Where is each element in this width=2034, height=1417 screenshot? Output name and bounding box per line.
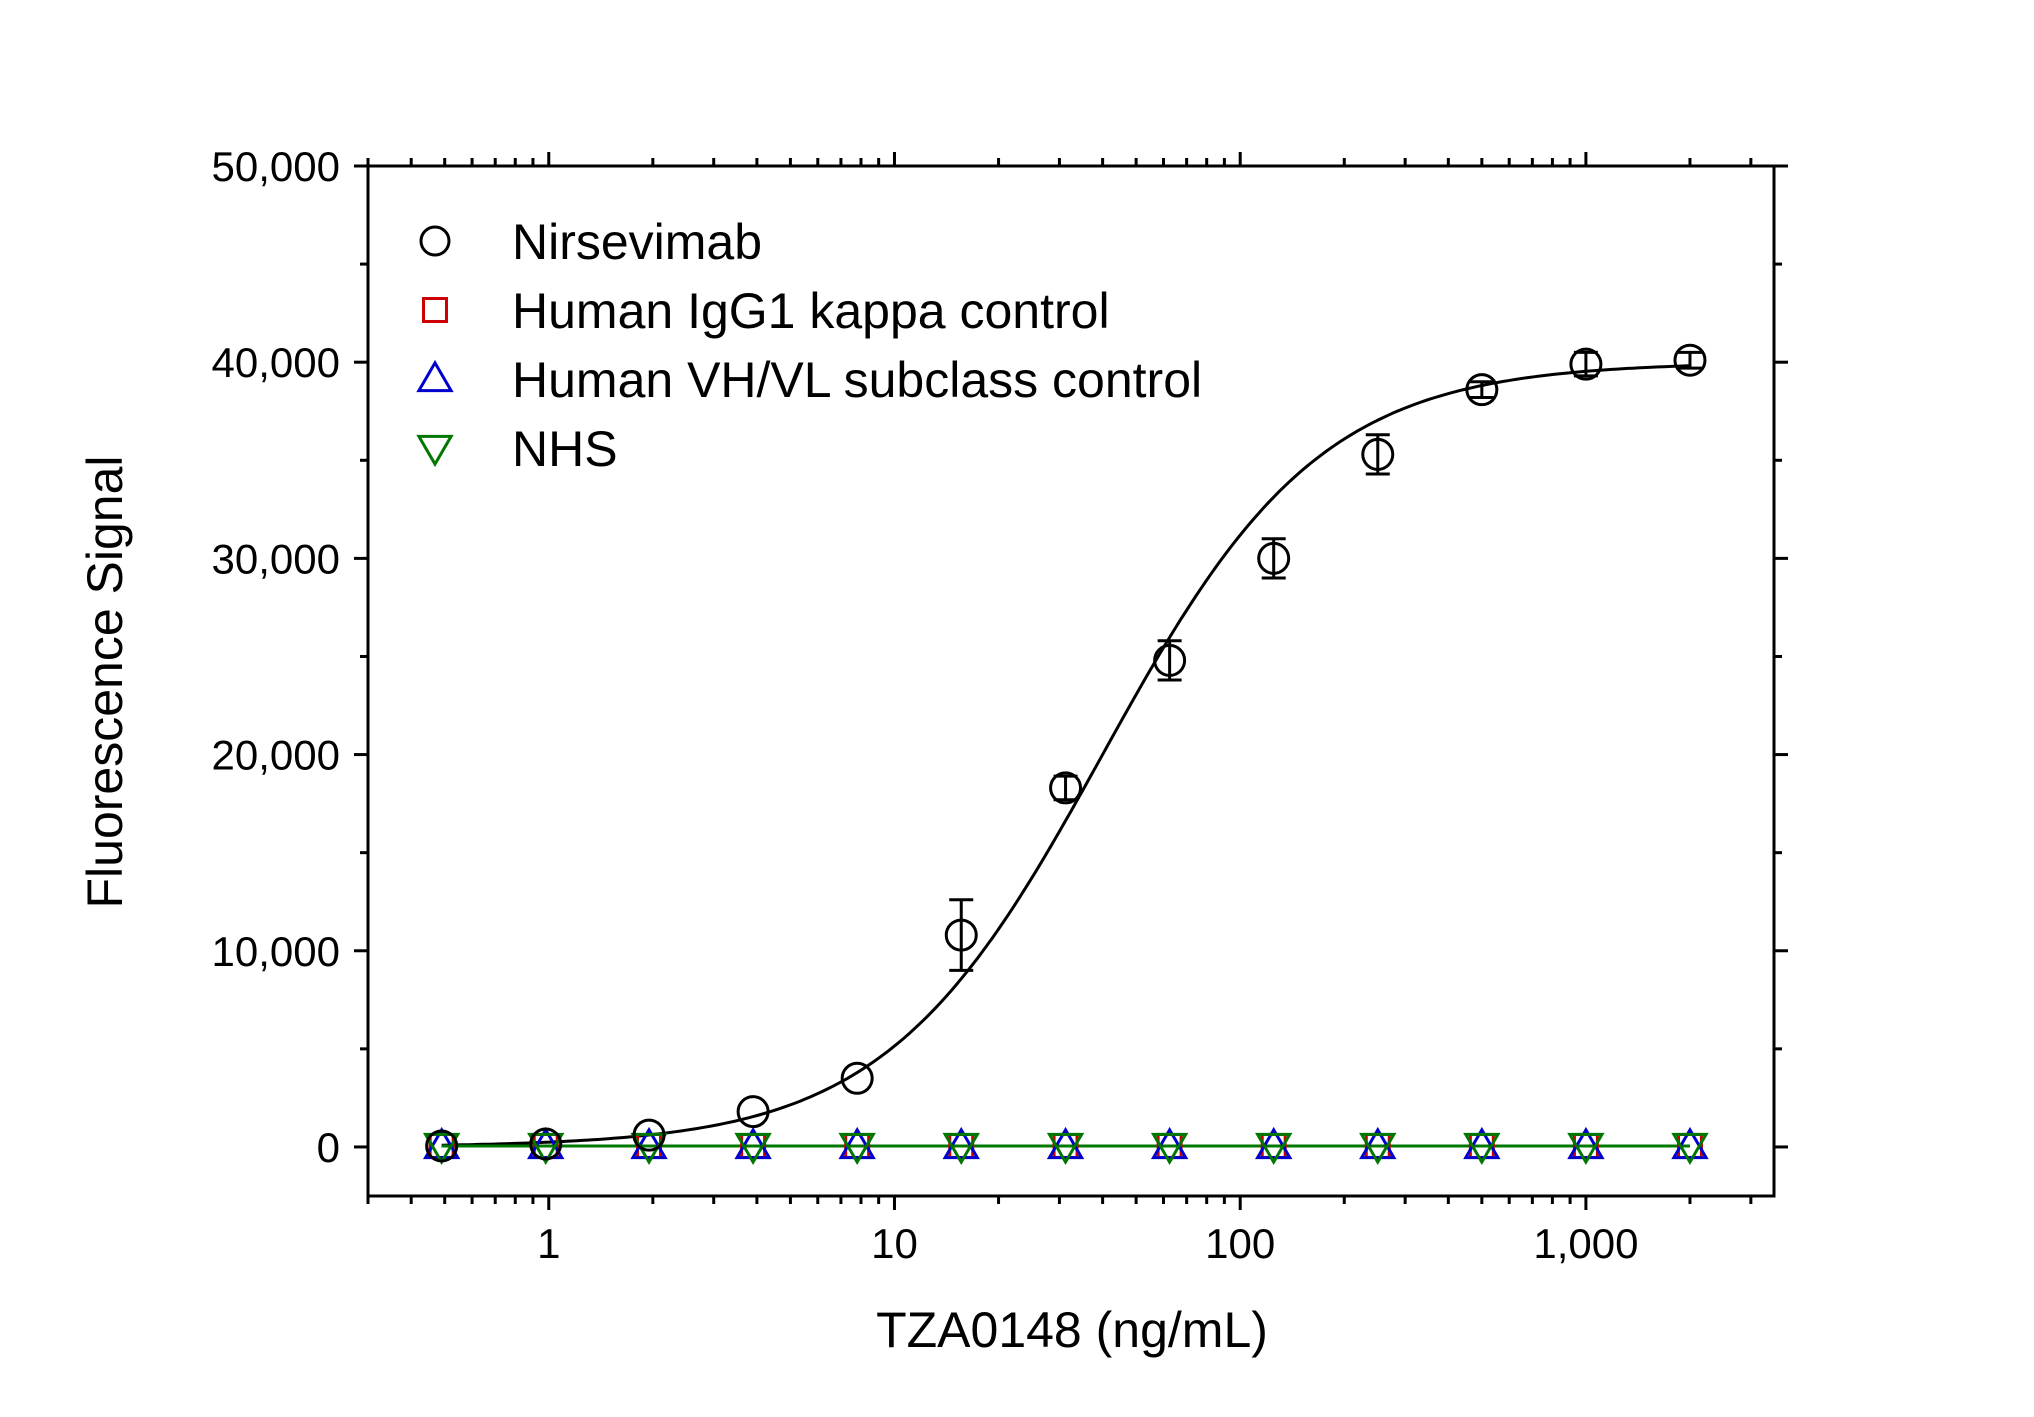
data-point [736,1095,770,1129]
data-point [1150,1132,1189,1166]
x-tick-label: 100 [1205,1220,1275,1267]
data-point [1463,1126,1501,1160]
data-point [1465,373,1499,407]
data-point [1671,1126,1709,1160]
legend-marker [416,359,454,393]
x-tick-label: 10 [871,1220,918,1267]
data-point [1361,437,1395,471]
data-point [1254,1126,1293,1160]
data-point [1150,1126,1189,1160]
legend-marker [416,434,454,468]
data-point [1046,1132,1085,1166]
data-point [1359,1132,1397,1166]
data-point [527,1132,565,1166]
data-point [944,918,978,952]
legend: Nirsevimab Human IgG1 kappa control Human … [416,214,1202,477]
axes-layer: 1 10 100 1,000 0 10,000 20,000 30,000 40,000 50,0… [212,143,1788,1267]
y-tick-label: 40,000 [212,339,340,386]
data-point [529,1127,563,1161]
plot-layer [422,343,1709,1166]
data-point [425,1129,459,1163]
legend-marker [419,225,451,257]
y-axis-title: Fluorescence Signal [77,455,133,908]
data-point [734,1132,772,1166]
data-point [1359,1126,1397,1160]
data-point [1673,343,1707,377]
legend-label: Nirsevimab [512,214,762,270]
y-tick-label: 30,000 [212,535,340,582]
data-point [1567,1132,1605,1166]
data-point [838,1126,876,1160]
legend-label: Human IgG1 kappa control [512,283,1110,339]
y-tick-label: 10,000 [212,928,340,975]
nirsevimab-fit-curve [441,364,1691,1147]
legend-label: NHS [512,421,618,477]
x-tick-label: 1 [537,1220,560,1267]
data-point [632,1118,666,1152]
data-point [422,1126,461,1160]
data-point [838,1132,876,1166]
legend-marker [422,297,448,323]
y-tick-label: 20,000 [212,732,340,779]
data-point [942,1126,980,1160]
y-tick-label: 50,000 [212,143,340,190]
x-axis-title: TZA0148 (ng/mL) [876,1302,1268,1358]
data-point [942,1132,980,1166]
data-point [1257,541,1291,575]
data-point [1463,1132,1501,1166]
data-point [1567,1126,1605,1160]
data-point [1254,1132,1293,1166]
data-point [422,1132,461,1166]
legend-label: Human VH/VL subclass control [512,352,1202,408]
y-tick-label: 0 [317,1124,340,1171]
data-point [630,1126,668,1160]
x-tick-label: 1,000 [1533,1220,1638,1267]
data-point [1569,347,1603,381]
data-point [1049,771,1083,805]
data-point [1153,643,1187,677]
plot-frame [366,164,1776,1198]
data-point [1046,1126,1085,1160]
data-point [734,1126,772,1160]
data-point [840,1061,874,1095]
data-point [1671,1132,1709,1166]
